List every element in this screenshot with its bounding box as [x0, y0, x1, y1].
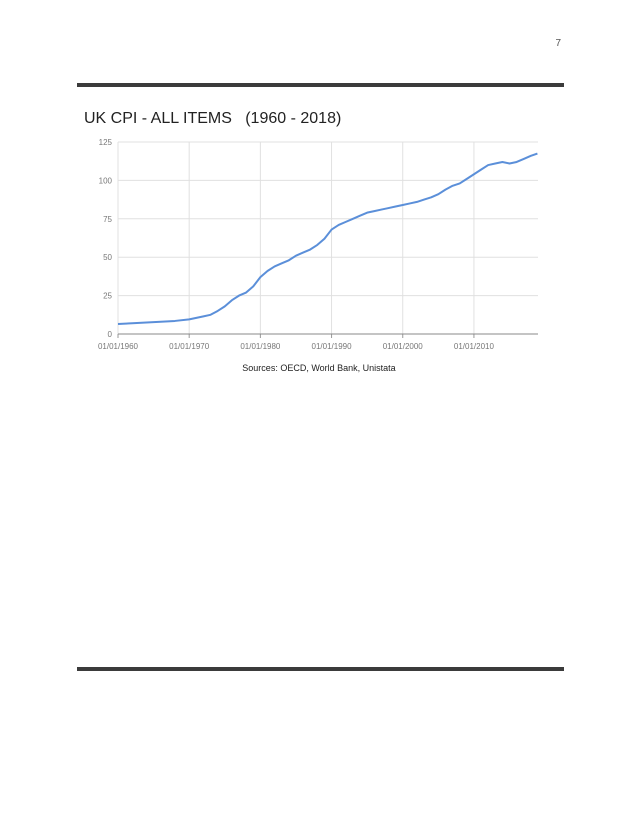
y-tick-label: 50 — [103, 253, 112, 262]
x-tick-label: 01/01/1990 — [312, 342, 353, 351]
x-tick-labels: 01/01/1960 01/01/1970 01/01/1980 01/01/1990… — [98, 342, 495, 351]
y-tick-label: 100 — [99, 176, 113, 185]
axes — [117, 333, 538, 338]
y-tick-label: 25 — [103, 292, 112, 301]
y-tick-label: 75 — [103, 215, 112, 224]
page-number: 7 — [555, 38, 561, 49]
x-tick-label: 01/01/1970 — [169, 342, 210, 351]
chart-title: UK CPI - ALL ITEMS (1960 - 2018) — [84, 110, 342, 127]
x-tick-label: 01/01/2000 — [383, 342, 424, 351]
y-tick-label: 125 — [99, 138, 113, 147]
bottom-rule — [77, 667, 564, 671]
x-tick-label: 01/01/1960 — [98, 342, 139, 351]
series-line-cpi — [117, 152, 538, 326]
grid-lines — [117, 141, 538, 335]
y-tick-label: 0 — [108, 330, 113, 339]
top-rule — [77, 83, 564, 87]
x-tick-label: 01/01/2010 — [454, 342, 495, 351]
y-tick-labels: 0 25 50 75 100 125 — [99, 138, 113, 339]
source-note: Sources: OECD, World Bank, Unistata — [242, 363, 396, 373]
x-tick-label: 01/01/1980 — [240, 342, 281, 351]
